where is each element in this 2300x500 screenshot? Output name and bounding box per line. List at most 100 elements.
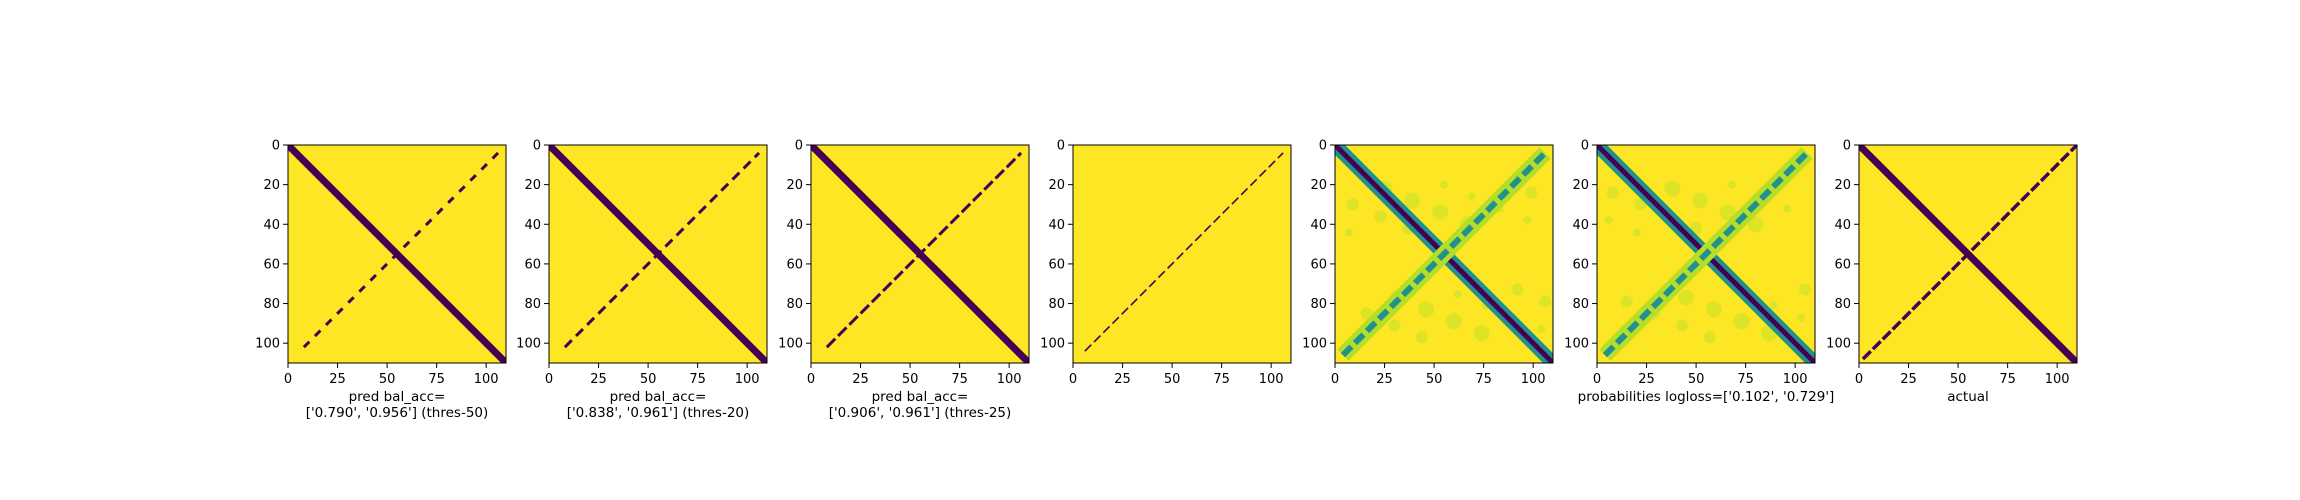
probability-speckle xyxy=(1632,228,1641,237)
heatmap-panel-6: 0 25 50 75 100 0 20 40 60 80 100 probabilities logl… xyxy=(1564,139,1834,406)
probability-speckle xyxy=(1537,325,1546,334)
y-tick-label: 20 xyxy=(1310,178,1327,193)
x-tick-label: 100 xyxy=(735,372,760,387)
anti-diagonal-line xyxy=(1084,152,1284,352)
x-tick-label: 50 xyxy=(379,372,396,387)
x-axis-label: ['0.906', '0.961'] (thres-25) xyxy=(829,405,1012,421)
anti-diagonal-band xyxy=(1861,145,2077,361)
anti-diagonal-band xyxy=(1602,150,1810,358)
probability-speckle xyxy=(1360,307,1373,320)
x-tick-label: 75 xyxy=(1475,372,1492,387)
y-tick-label: 80 xyxy=(524,297,541,312)
probability-speckle xyxy=(1511,283,1524,296)
y-tick-label: 100 xyxy=(1302,337,1327,352)
probability-speckle xyxy=(1676,319,1689,332)
probability-speckle xyxy=(1719,204,1736,221)
x-tick-label: 100 xyxy=(474,372,499,387)
heatmap-panel-2: 0 25 50 75 100 0 20 40 60 80 100 pred bal_acc=['0.8… xyxy=(516,139,768,421)
y-tick-label: 0 xyxy=(1581,139,1589,154)
heatmap-panel-5: 0 25 50 75 100 0 20 40 60 80 100 xyxy=(1302,139,1554,387)
y-tick-label: 100 xyxy=(1564,337,1589,352)
probability-speckle xyxy=(1799,283,1812,296)
heatmap-panel-1: 0 25 50 75 100 0 20 40 60 80 100 pred bal_acc=['0.7… xyxy=(255,139,507,421)
anti-diagonal-band xyxy=(1340,150,1548,358)
x-tick-label: 0 xyxy=(545,372,553,387)
x-tick-label: 75 xyxy=(689,372,706,387)
y-tick-label: 20 xyxy=(1572,178,1589,193)
axes-frame xyxy=(1072,144,1292,364)
x-tick-label: 0 xyxy=(807,372,815,387)
heatmap-area xyxy=(1335,145,1553,363)
probability-speckle xyxy=(1705,301,1722,318)
y-tick-label: 0 xyxy=(1057,139,1065,154)
x-tick-label: 25 xyxy=(590,372,607,387)
x-tick-label: 0 xyxy=(1593,372,1601,387)
y-tick-label: 60 xyxy=(263,257,280,272)
heatmap-area xyxy=(811,145,1029,363)
probability-speckle xyxy=(1445,313,1462,330)
y-tick-label: 0 xyxy=(1319,139,1327,154)
x-tick-label: 50 xyxy=(902,372,919,387)
y-tick-label: 60 xyxy=(786,257,803,272)
x-tick-label: 0 xyxy=(1331,372,1339,387)
probability-speckle xyxy=(1620,295,1633,308)
y-tick-label: 40 xyxy=(786,218,803,233)
axes-frame xyxy=(1596,144,1816,364)
probability-speckle xyxy=(1747,216,1764,233)
probability-speckle xyxy=(1539,295,1552,308)
x-axis-label: pred bal_acc= xyxy=(872,389,969,405)
x-tick-label: 0 xyxy=(284,372,292,387)
y-tick-label: 80 xyxy=(1834,297,1851,312)
x-axis-label: pred bal_acc= xyxy=(349,389,446,405)
y-tick-label: 100 xyxy=(1826,337,1851,352)
x-tick-label: 100 xyxy=(1521,372,1546,387)
x-tick-label: 75 xyxy=(1737,372,1754,387)
y-tick-label: 40 xyxy=(1834,218,1851,233)
probability-speckle xyxy=(1344,228,1353,237)
axes-frame xyxy=(1334,144,1554,364)
x-tick-label: 50 xyxy=(1950,372,1967,387)
x-tick-label: 50 xyxy=(1688,372,1705,387)
x-tick-label: 75 xyxy=(1999,372,2016,387)
y-tick-label: 0 xyxy=(272,139,280,154)
probability-speckle xyxy=(1523,216,1532,225)
y-tick-label: 20 xyxy=(1048,178,1065,193)
probability-speckle xyxy=(1604,216,1613,225)
y-tick-label: 60 xyxy=(1048,257,1065,272)
probability-speckle xyxy=(1473,325,1490,342)
y-tick-label: 40 xyxy=(263,218,280,233)
y-tick-label: 20 xyxy=(786,178,803,193)
x-tick-label: 0 xyxy=(1069,372,1077,387)
probability-speckle xyxy=(1703,331,1716,344)
probability-speckle xyxy=(1783,204,1792,213)
probability-speckle xyxy=(1797,313,1806,322)
x-tick-label: 50 xyxy=(640,372,657,387)
heatmap-panel-7: 0 25 50 75 100 0 20 40 60 80 100 actual xyxy=(1826,139,2078,405)
x-tick-label: 100 xyxy=(1783,372,1808,387)
probability-speckle xyxy=(1678,289,1695,306)
anti-diagonal-band xyxy=(825,151,1023,349)
y-tick-label: 80 xyxy=(786,297,803,312)
y-tick-label: 100 xyxy=(255,337,280,352)
y-tick-label: 40 xyxy=(1310,218,1327,233)
axes-frame xyxy=(548,144,768,364)
x-tick-label: 100 xyxy=(1259,372,1284,387)
y-tick-label: 20 xyxy=(1834,178,1851,193)
y-tick-label: 100 xyxy=(516,337,541,352)
y-tick-label: 60 xyxy=(1834,257,1851,272)
y-tick-label: 0 xyxy=(795,139,803,154)
probability-speckle xyxy=(1727,180,1736,189)
y-tick-label: 20 xyxy=(263,178,280,193)
probability-speckle xyxy=(1404,192,1421,209)
y-tick-label: 100 xyxy=(1040,337,1065,352)
x-axis-label: actual xyxy=(1947,389,1989,405)
y-tick-label: 60 xyxy=(1310,257,1327,272)
probability-speckle xyxy=(1769,301,1778,310)
x-tick-label: 0 xyxy=(1855,372,1863,387)
probability-speckle xyxy=(1374,210,1387,223)
x-tick-label: 75 xyxy=(1213,372,1230,387)
probability-speckle xyxy=(1525,186,1538,199)
y-tick-label: 40 xyxy=(1572,218,1589,233)
x-axis-label: pred bal_acc= xyxy=(610,389,707,405)
